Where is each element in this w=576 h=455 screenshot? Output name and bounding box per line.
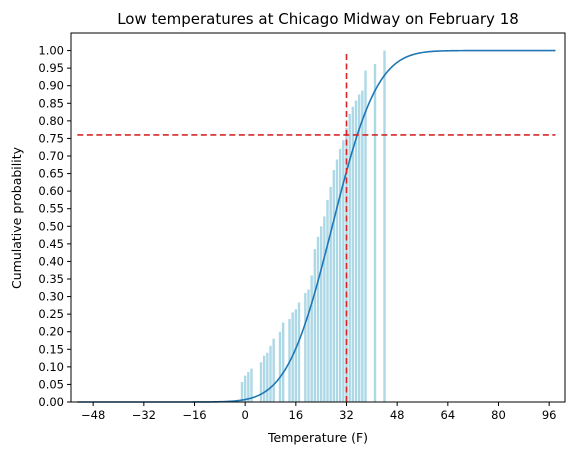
x-tick-label: 64 <box>441 408 456 422</box>
x-tick-label: −32 <box>132 408 156 422</box>
y-axis: 0.00 0.05 0.10 0.15 0.20 0.25 0.30 0.35 0.40 0.45… <box>38 44 71 409</box>
cdf-bar <box>247 372 250 402</box>
y-tick-label: 1.00 <box>38 44 64 58</box>
cdf-bar <box>323 216 326 402</box>
y-tick-label: 0.70 <box>38 149 64 163</box>
cdf-bar <box>250 368 253 402</box>
cdf-bar <box>243 375 247 402</box>
cdf-bar <box>262 355 266 402</box>
cdf-bar <box>307 289 310 402</box>
x-tick-label: 96 <box>542 408 557 422</box>
y-tick-label: 0.05 <box>38 377 64 391</box>
chart-title: Low temperatures at Chicago Midway on Fe… <box>117 10 519 28</box>
bars-group <box>240 50 386 403</box>
x-tick-label: 16 <box>289 408 304 422</box>
y-tick-label: 0.90 <box>38 79 64 93</box>
cdf-bar <box>319 226 323 402</box>
y-tick-label: 0.35 <box>38 272 64 286</box>
y-tick-label: 0.80 <box>38 114 64 128</box>
x-tick-label: −48 <box>81 408 105 422</box>
cdf-bar <box>383 50 386 402</box>
y-tick-label: 0.95 <box>38 61 64 75</box>
x-tick-label: 0 <box>242 408 249 422</box>
cdf-bar <box>361 90 364 402</box>
cdf-bar <box>364 70 367 402</box>
cdf-bar <box>354 100 358 402</box>
cdf-bar <box>304 293 307 402</box>
y-tick-label: 0.25 <box>38 307 64 321</box>
plot-frame <box>70 32 566 403</box>
cdf-bar <box>294 309 298 402</box>
cdf-bar <box>335 159 339 402</box>
y-tick-label: 0.20 <box>38 325 64 339</box>
x-tick-label: 32 <box>339 408 354 422</box>
cdf-bar <box>338 148 342 402</box>
y-tick-label: 0.75 <box>38 131 64 145</box>
y-tick-label: 0.60 <box>38 184 64 198</box>
y-tick-label: 0.10 <box>38 360 64 374</box>
cdf-bar <box>240 381 244 402</box>
y-tick-label: 0.50 <box>38 219 64 233</box>
cdf-bar <box>351 106 355 403</box>
y-tick-label: 0.15 <box>38 342 64 356</box>
cdf-bar <box>329 186 332 402</box>
cdf-bar <box>310 275 313 402</box>
cdf-bar <box>332 170 336 402</box>
y-tick-label: 0.65 <box>38 167 64 181</box>
y-tick-label: 0.00 <box>38 395 64 409</box>
cdf-bar <box>313 249 317 402</box>
cdf-bar <box>266 352 269 402</box>
cdf-bar <box>272 338 275 402</box>
cdf-bar <box>269 345 272 402</box>
cdf-bar <box>326 199 329 402</box>
cdf-bar <box>278 331 282 402</box>
cdf-bar <box>342 140 345 402</box>
x-tick-label: 80 <box>491 408 506 422</box>
x-axis-label: Temperature (F) <box>267 430 368 445</box>
y-tick-label: 0.55 <box>38 202 64 216</box>
y-tick-label: 0.45 <box>38 237 64 251</box>
cdf-bar <box>373 63 377 403</box>
y-tick-label: 0.30 <box>38 290 64 304</box>
cdf-bar <box>348 113 351 402</box>
x-tick-label: 48 <box>390 408 405 422</box>
cdf-bar <box>281 322 285 402</box>
x-axis: −48 −32 −16 0 16 32 48 64 80 96 <box>81 402 556 422</box>
cdf-bar <box>357 94 361 402</box>
y-tick-label: 0.85 <box>38 96 64 110</box>
cdf-bar <box>259 362 263 402</box>
cdf-bar <box>316 236 320 402</box>
y-axis-label: Cumulative probability <box>9 146 24 289</box>
x-tick-label: −16 <box>182 408 206 422</box>
cdf-bar <box>297 302 301 402</box>
y-tick-label: 0.40 <box>38 254 64 268</box>
reference-lines <box>77 50 556 402</box>
